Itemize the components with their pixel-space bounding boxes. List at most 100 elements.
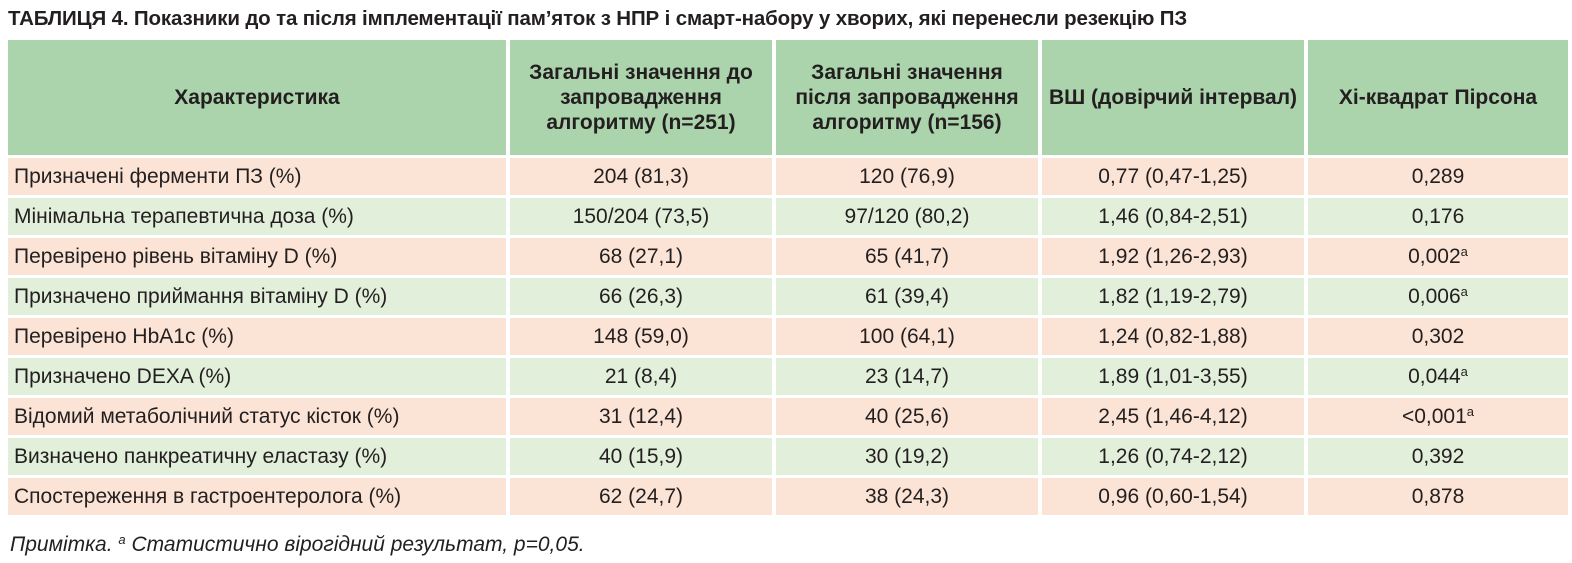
row-label-text: Призначено приймання вітаміну D (%)	[14, 284, 388, 308]
after-value-cell: 100 (64,1)	[776, 318, 1038, 355]
odds-ratio-cell: 0,77 (0,47-1,25)	[1042, 158, 1304, 195]
odds-ratio-text: 0,96 (0,60-1,54)	[1098, 484, 1248, 508]
before-value-cell: 62 (24,7)	[510, 478, 772, 515]
chi-square-cell: 0,302	[1308, 318, 1568, 355]
after-value-text: 100 (64,1)	[859, 324, 955, 348]
table-row: Призначені ферменти ПЗ (%) 204 (81,3) 120 …	[8, 158, 1568, 195]
table-row: Відомий метаболічний статус кісток (%) 31…	[8, 398, 1568, 435]
row-label-text: Призначено DEXA (%)	[14, 364, 232, 388]
odds-ratio-cell: 1,24 (0,82-1,88)	[1042, 318, 1304, 355]
row-label-cell: Призначено приймання вітаміну D (%)	[8, 278, 506, 315]
data-table: Характеристика Загальні значення до запр…	[4, 37, 1572, 518]
table-footnote: Примітка. a Статистично вірогідний резул…	[10, 533, 585, 557]
before-value-text: 31 (12,4)	[598, 404, 684, 428]
significance-mark: a	[1460, 243, 1468, 259]
row-label-cell: Призначені ферменти ПЗ (%)	[8, 158, 506, 195]
table-body: Призначені ферменти ПЗ (%) 204 (81,3) 120 …	[8, 158, 1568, 515]
significance-mark: a	[1460, 363, 1468, 379]
before-value-text: 204 (81,3)	[593, 164, 689, 188]
after-value-text: 120 (76,9)	[859, 164, 955, 188]
after-value-cell: 120 (76,9)	[776, 158, 1038, 195]
before-value-text: 148 (59,0)	[593, 324, 689, 348]
row-label-cell: Призначено DEXA (%)	[8, 358, 506, 395]
table-row: Призначено DEXA (%) 21 (8,4) 23 (14,7) 1,89…	[8, 358, 1568, 395]
chi-square-text: <0,001	[1401, 404, 1467, 428]
significance-mark: a	[1466, 403, 1475, 419]
chi-square-text: 0,392	[1411, 444, 1465, 468]
after-value-cell: 65 (41,7)	[776, 238, 1038, 275]
before-value-cell: 40 (15,9)	[510, 438, 772, 475]
row-label-text: Призначені ферменти ПЗ (%)	[14, 164, 302, 188]
column-header-before: Загальні значення до запровадження алгор…	[510, 40, 772, 155]
after-value-text: 38 (24,3)	[864, 484, 950, 508]
table-row: Перевірено рівень вітаміну D (%) 68 (27,1…	[8, 238, 1568, 275]
chi-square-text: 0,878	[1411, 484, 1465, 508]
table-row: Визначено панкреатичну еластазу (%) 40 (1…	[8, 438, 1568, 475]
row-label-text: Спостереження в гастроентеролога (%)	[14, 484, 402, 508]
row-label-cell: Відомий метаболічний статус кісток (%)	[8, 398, 506, 435]
odds-ratio-cell: 1,89 (1,01-3,55)	[1042, 358, 1304, 395]
odds-ratio-text: 0,77 (0,47-1,25)	[1098, 164, 1248, 188]
odds-ratio-text: 1,92 (1,26-2,93)	[1098, 244, 1248, 268]
before-value-cell: 68 (27,1)	[510, 238, 772, 275]
row-label-text: Мінімальна терапевтична доза (%)	[14, 204, 354, 228]
after-value-text: 40 (25,6)	[864, 404, 950, 428]
chi-square-text: 0,044	[1408, 364, 1461, 388]
table-title: ТАБЛИЦЯ 4. Показники до та після імплеме…	[8, 7, 1188, 30]
odds-ratio-cell: 0,96 (0,60-1,54)	[1042, 478, 1304, 515]
after-value-cell: 97/120 (80,2)	[776, 198, 1038, 235]
table-header-row: Характеристика Загальні значення до запр…	[8, 40, 1568, 155]
after-value-text: 23 (14,7)	[864, 364, 950, 388]
odds-ratio-text: 2,45 (1,46-4,12)	[1098, 404, 1248, 428]
before-value-cell: 66 (26,3)	[510, 278, 772, 315]
odds-ratio-cell: 1,46 (0,84-2,51)	[1042, 198, 1304, 235]
before-value-text: 21 (8,4)	[604, 364, 678, 388]
chi-square-cell: 0,176	[1308, 198, 1568, 235]
after-value-cell: 61 (39,4)	[776, 278, 1038, 315]
before-value-cell: 204 (81,3)	[510, 158, 772, 195]
odds-ratio-text: 1,46 (0,84-2,51)	[1098, 204, 1248, 228]
before-value-cell: 21 (8,4)	[510, 358, 772, 395]
before-value-text: 40 (15,9)	[598, 444, 684, 468]
chi-square-cell: 0,392	[1308, 438, 1568, 475]
after-value-cell: 38 (24,3)	[776, 478, 1038, 515]
after-value-cell: 30 (19,2)	[776, 438, 1038, 475]
table-row: Мінімальна терапевтична доза (%) 150/204 …	[8, 198, 1568, 235]
column-header-chi-square: Хі-квадрат Пірсона	[1308, 40, 1568, 155]
odds-ratio-text: 1,24 (0,82-1,88)	[1098, 324, 1248, 348]
odds-ratio-text: 1,26 (0,74-2,12)	[1098, 444, 1248, 468]
odds-ratio-cell: 2,45 (1,46-4,12)	[1042, 398, 1304, 435]
odds-ratio-cell: 1,92 (1,26-2,93)	[1042, 238, 1304, 275]
before-value-cell: 150/204 (73,5)	[510, 198, 772, 235]
column-header-odds-ratio: ВШ (довірчий інтервал)	[1042, 40, 1304, 155]
row-label-text: Визначено панкреатичну еластазу (%)	[14, 444, 388, 468]
chi-square-cell: 0,044a	[1308, 358, 1568, 395]
before-value-text: 150/204 (73,5)	[572, 204, 710, 228]
odds-ratio-cell: 1,82 (1,19-2,79)	[1042, 278, 1304, 315]
after-value-text: 61 (39,4)	[864, 284, 950, 308]
before-value-text: 68 (27,1)	[598, 244, 684, 268]
chi-square-cell: 0,878	[1308, 478, 1568, 515]
odds-ratio-text: 1,82 (1,19-2,79)	[1098, 284, 1248, 308]
row-label-text: Перевірено рівень вітаміну D (%)	[14, 244, 338, 268]
table-row: Призначено приймання вітаміну D (%) 66 (2…	[8, 278, 1568, 315]
chi-square-cell: <0,001a	[1308, 398, 1568, 435]
chi-square-text: 0,002	[1408, 244, 1461, 268]
row-label-cell: Перевірено рівень вітаміну D (%)	[8, 238, 506, 275]
chi-square-cell: 0,002a	[1308, 238, 1568, 275]
row-label-cell: Спостереження в гастроентеролога (%)	[8, 478, 506, 515]
table-row: Перевірено HbA1c (%) 148 (59,0) 100 (64,1)…	[8, 318, 1568, 355]
chi-square-text: 0,302	[1411, 324, 1465, 348]
before-value-cell: 148 (59,0)	[510, 318, 772, 355]
odds-ratio-cell: 1,26 (0,74-2,12)	[1042, 438, 1304, 475]
footnote-mark: a	[118, 531, 126, 547]
row-label-text: Перевірено HbA1c (%)	[14, 324, 234, 348]
before-value-text: 66 (26,3)	[598, 284, 684, 308]
footnote-text: Статистично вірогідний результат, p=0,05…	[131, 533, 585, 556]
after-value-cell: 23 (14,7)	[776, 358, 1038, 395]
chi-square-text: 0,176	[1411, 204, 1465, 228]
footnote-prefix: Примітка.	[10, 533, 113, 556]
significance-mark: a	[1460, 283, 1468, 299]
before-value-text: 62 (24,7)	[598, 484, 684, 508]
chi-square-text: 0,289	[1411, 164, 1465, 188]
